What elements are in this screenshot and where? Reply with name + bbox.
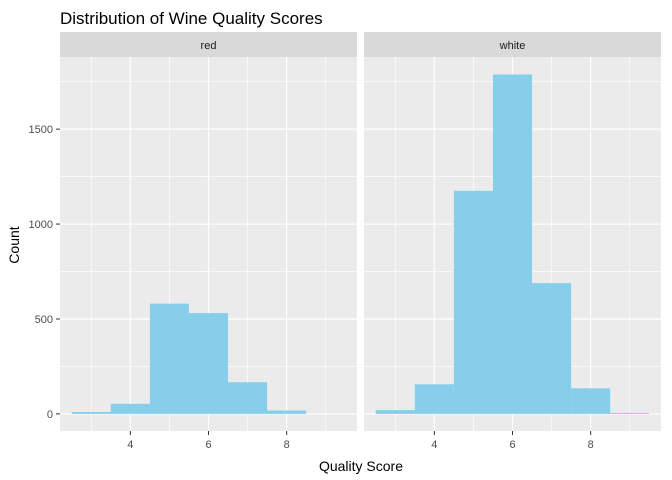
x-axis-title: Quality Score	[319, 458, 403, 474]
x-tick-label: 8	[284, 439, 290, 451]
histogram-bar	[110, 403, 150, 414]
x-tick-label: 8	[588, 439, 594, 451]
x-tick-label: 6	[509, 439, 515, 451]
y-tick-label: 500	[35, 314, 53, 326]
histogram-bar	[267, 410, 307, 414]
facet-panel-white: white 4 6 8	[364, 32, 661, 451]
facet-panels: red 4 6 8 0 500 1000 1500 white 4 6 8	[29, 32, 661, 451]
histogram-bar	[532, 283, 572, 414]
y-tick-label: 0	[47, 409, 53, 421]
y-axis-title: Count	[6, 226, 22, 263]
histogram-bar	[414, 384, 454, 414]
histogram-bar	[149, 303, 189, 414]
facet-strip-label: red	[201, 40, 217, 52]
facet-strip	[60, 32, 357, 57]
facet-strip-label: white	[499, 40, 526, 52]
facet-panel-red: red 4 6 8 0 500 1000 1500	[29, 32, 357, 451]
y-tick-label: 1500	[29, 124, 53, 136]
facet-strip	[364, 32, 661, 57]
histogram-bar	[610, 412, 650, 414]
x-tick-label: 4	[127, 439, 133, 451]
x-tick-label: 6	[205, 439, 211, 451]
y-tick-label: 1000	[29, 219, 53, 231]
histogram-bar	[492, 74, 533, 414]
histogram-bar	[375, 410, 415, 414]
histogram-bar	[71, 412, 111, 414]
histogram-bar	[228, 382, 268, 414]
chart-title: Distribution of Wine Quality Scores	[60, 9, 323, 28]
histogram-bar	[188, 313, 229, 414]
histogram-bar	[571, 388, 611, 414]
x-tick-label: 4	[431, 439, 437, 451]
histogram-bar	[453, 190, 493, 414]
